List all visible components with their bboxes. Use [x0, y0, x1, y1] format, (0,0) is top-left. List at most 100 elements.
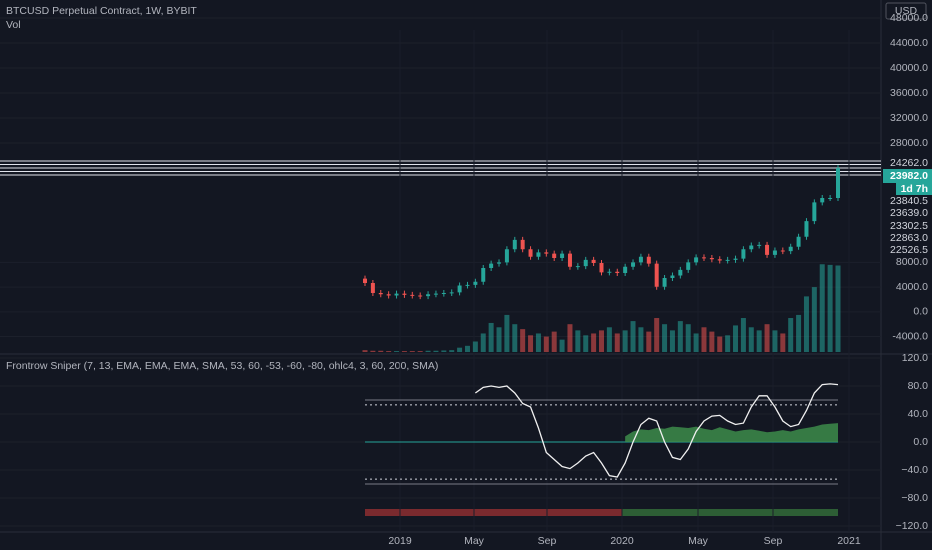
volume-bar — [796, 314, 802, 352]
volume-bar — [630, 321, 636, 352]
volume-bar — [370, 350, 376, 352]
volume-bar — [535, 333, 541, 352]
candle-body — [489, 263, 494, 268]
candle-body — [709, 258, 714, 260]
candle-body — [701, 257, 706, 259]
volume-bar — [559, 339, 565, 352]
trend-bar-bull — [622, 509, 838, 516]
volume-bar — [543, 336, 549, 352]
level-label: 22863.0 — [890, 232, 928, 244]
volume-bar — [701, 327, 707, 352]
price-tick-label: 40000.0 — [890, 62, 928, 74]
candle-body — [520, 239, 525, 250]
candle-body — [567, 253, 572, 267]
candle-body — [741, 249, 746, 259]
volume-bar — [772, 330, 778, 352]
candle-body — [457, 285, 462, 293]
time-tick-label: 2020 — [610, 535, 634, 547]
volume-bar — [520, 329, 526, 352]
indicator-tick-label: −80.0 — [901, 492, 928, 504]
candle-body — [607, 271, 612, 273]
volume-bar — [583, 335, 589, 352]
indicator-tick-label: 40.0 — [908, 408, 929, 420]
volume-bar — [622, 330, 628, 352]
candle-body — [441, 293, 446, 294]
volume-bar — [488, 322, 494, 352]
currency-button[interactable] — [885, 2, 927, 20]
time-tick-label: Sep — [764, 535, 783, 547]
candle-body — [410, 294, 415, 296]
indicator-tick-label: 120.0 — [902, 352, 928, 364]
indicator-title: Frontrow Sniper (7, 13, EMA, EMA, EMA, S… — [6, 360, 438, 372]
volume-bar — [693, 333, 699, 352]
candle-body — [599, 263, 604, 273]
volume-bar — [591, 333, 597, 352]
volume-bar — [425, 350, 431, 352]
candle-body — [378, 293, 383, 295]
volume-bar — [457, 347, 463, 352]
candle-body — [638, 256, 643, 263]
level-label: 23302.5 — [890, 220, 928, 232]
candle-body — [536, 252, 541, 257]
volume-bar — [496, 327, 502, 352]
price-lines — [0, 160, 881, 176]
volume-tick-label: -4000.0 — [892, 330, 928, 342]
volume-bar — [780, 333, 786, 352]
volume-bar — [401, 351, 407, 352]
candle-body — [560, 253, 565, 258]
volume-bar — [394, 351, 400, 352]
candle-body — [828, 198, 833, 199]
volume-bar — [386, 351, 392, 352]
level-label: 22526.5 — [890, 244, 928, 256]
volume-bar — [362, 350, 368, 352]
volume-bar — [528, 335, 534, 352]
indicator-area — [625, 423, 838, 442]
candle-body — [733, 258, 738, 260]
candle-body — [646, 256, 651, 264]
candle-body — [623, 266, 628, 273]
candle-body — [552, 253, 557, 258]
volume-bar — [551, 331, 557, 352]
candle-body — [370, 283, 375, 293]
countdown: 1d 7h — [901, 183, 928, 195]
volume-bar — [614, 333, 620, 352]
volume-bar — [646, 331, 652, 352]
volume-bar — [717, 336, 723, 352]
candle-body — [780, 250, 785, 252]
candle-body — [804, 221, 809, 237]
volume-bar — [819, 264, 825, 352]
candle-body — [544, 252, 549, 254]
volume-bar — [654, 318, 660, 352]
candle-body — [497, 262, 502, 264]
volume-bar — [606, 327, 612, 352]
volume-bar — [449, 350, 455, 352]
candle-body — [473, 281, 478, 285]
volume-bar — [756, 330, 762, 352]
volume-bar — [472, 341, 478, 352]
volume-bar — [441, 350, 447, 352]
candle-body — [670, 275, 675, 278]
candle-body — [694, 257, 699, 263]
currency[interactable]: USD — [895, 5, 918, 17]
volume-bar — [638, 327, 644, 352]
candle-body — [386, 294, 391, 296]
candle-body — [765, 244, 770, 255]
volume-bar — [803, 296, 809, 352]
volume-bar — [567, 324, 573, 352]
volume-bar — [764, 324, 770, 352]
time-tick-label: Sep — [538, 535, 557, 547]
time-tick-label: 2019 — [388, 535, 412, 547]
trend-bar-bear — [365, 509, 622, 516]
candle-body — [465, 284, 470, 286]
candle-body — [631, 262, 636, 267]
price-tick-label: 44000.0 — [890, 37, 928, 49]
volume-bar — [669, 330, 675, 352]
volume-bar — [504, 314, 510, 352]
indicator-tick-label: −120.0 — [896, 520, 929, 532]
level-label: 24262.0 — [890, 157, 928, 169]
indicator-tick-label: −40.0 — [901, 464, 928, 476]
candle-body — [757, 244, 762, 246]
candle-body — [433, 293, 438, 295]
